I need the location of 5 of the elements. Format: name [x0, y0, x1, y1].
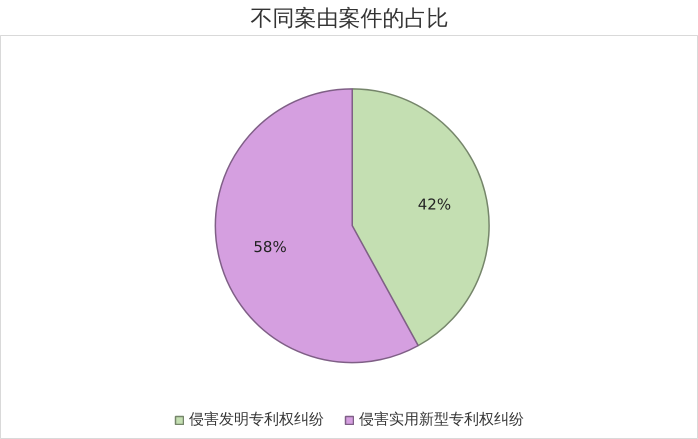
- data-label: 42%: [418, 195, 452, 214]
- legend-label: 侵害发明专利权纠纷: [189, 410, 324, 429]
- legend-label: 侵害实用新型专利权纠纷: [359, 410, 524, 429]
- data-label: 58%: [253, 238, 287, 256]
- chart-title: 不同案由案件的占比: [250, 6, 448, 32]
